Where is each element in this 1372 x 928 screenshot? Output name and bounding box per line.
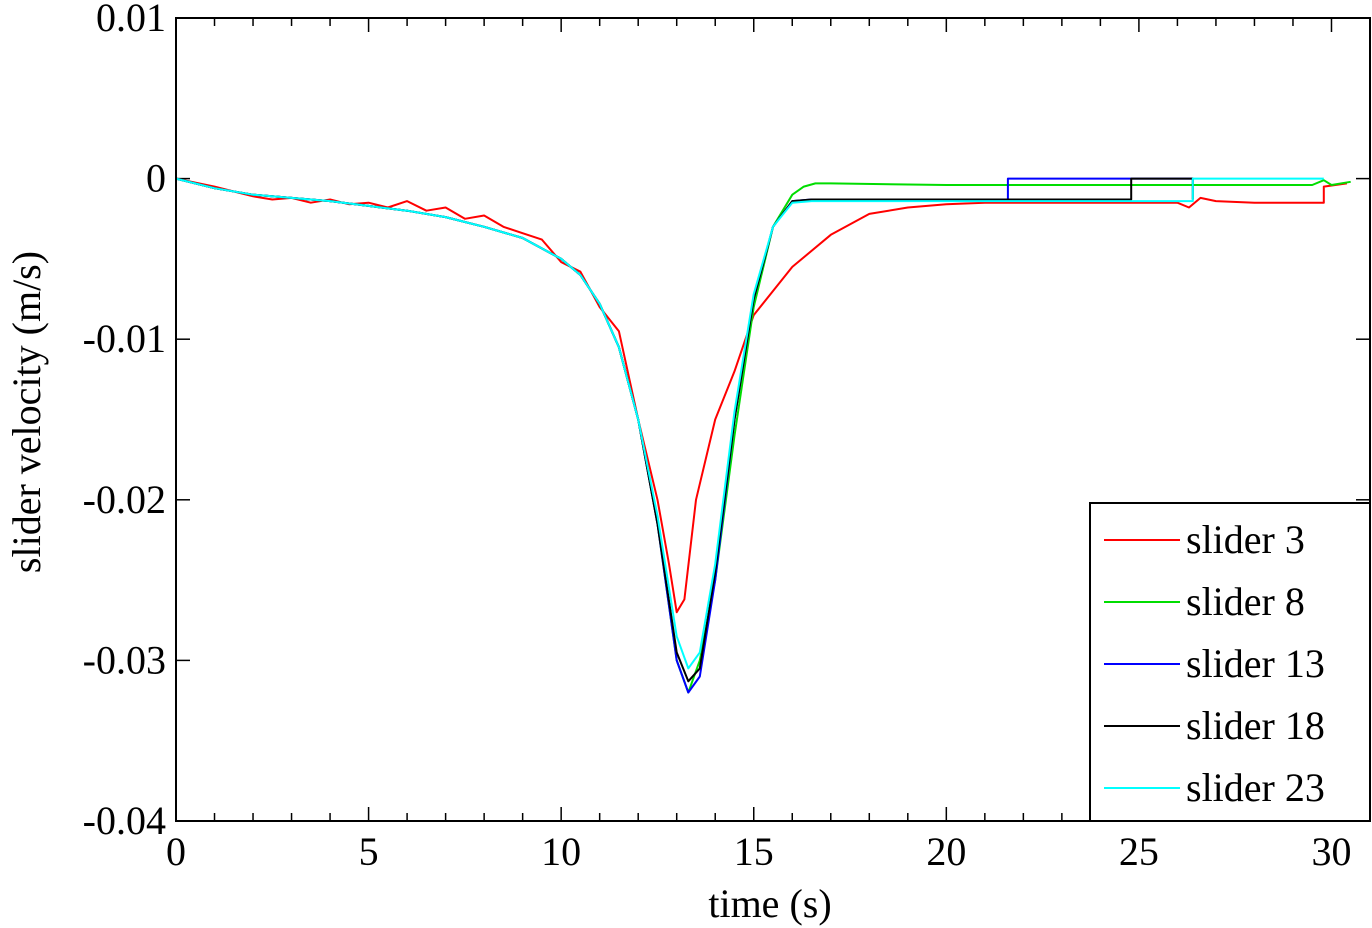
legend-label: slider 3 [1186, 517, 1305, 562]
y-tick-label: 0 [146, 156, 166, 201]
legend-box [1089, 502, 1371, 822]
x-axis-label: time (s) [708, 881, 831, 926]
y-axis-label: slider velocity (m/s) [4, 251, 49, 573]
legend-items: slider 3 slider 8 slider 13 slider 18 slider… [1104, 517, 1325, 810]
x-tick-label: 5 [359, 829, 379, 874]
y-tick-label: -0.01 [83, 316, 166, 361]
y-tick-label: -0.02 [83, 477, 166, 522]
series-lines [175, 177, 1351, 694]
plot-frame [175, 17, 1371, 822]
x-tick-label: 30 [1311, 829, 1351, 874]
x-tick-label: 15 [734, 829, 774, 874]
x-tick-label: 25 [1119, 829, 1159, 874]
legend: slider 3 slider 8 slider 13 slider 18 slider… [1089, 502, 1371, 822]
tick-labels: 0 5 10 15 20 25 30 0.01 0 -0.01 -0.02 -0.03 -0.04 [83, 0, 1352, 874]
legend-label: slider 18 [1186, 703, 1325, 748]
x-tick-label: 10 [541, 829, 581, 874]
y-tick-label: 0.01 [96, 0, 166, 40]
legend-label: slider 23 [1186, 765, 1325, 810]
series-line-1 [175, 177, 1348, 614]
series-line-5 [175, 177, 1324, 670]
x-tick-label: 0 [166, 829, 186, 874]
y-tick-label: -0.04 [83, 798, 166, 843]
legend-label: slider 8 [1186, 579, 1305, 624]
legend-label: slider 13 [1186, 641, 1325, 686]
x-tick-label: 20 [926, 829, 966, 874]
y-tick-label: -0.03 [83, 637, 166, 682]
